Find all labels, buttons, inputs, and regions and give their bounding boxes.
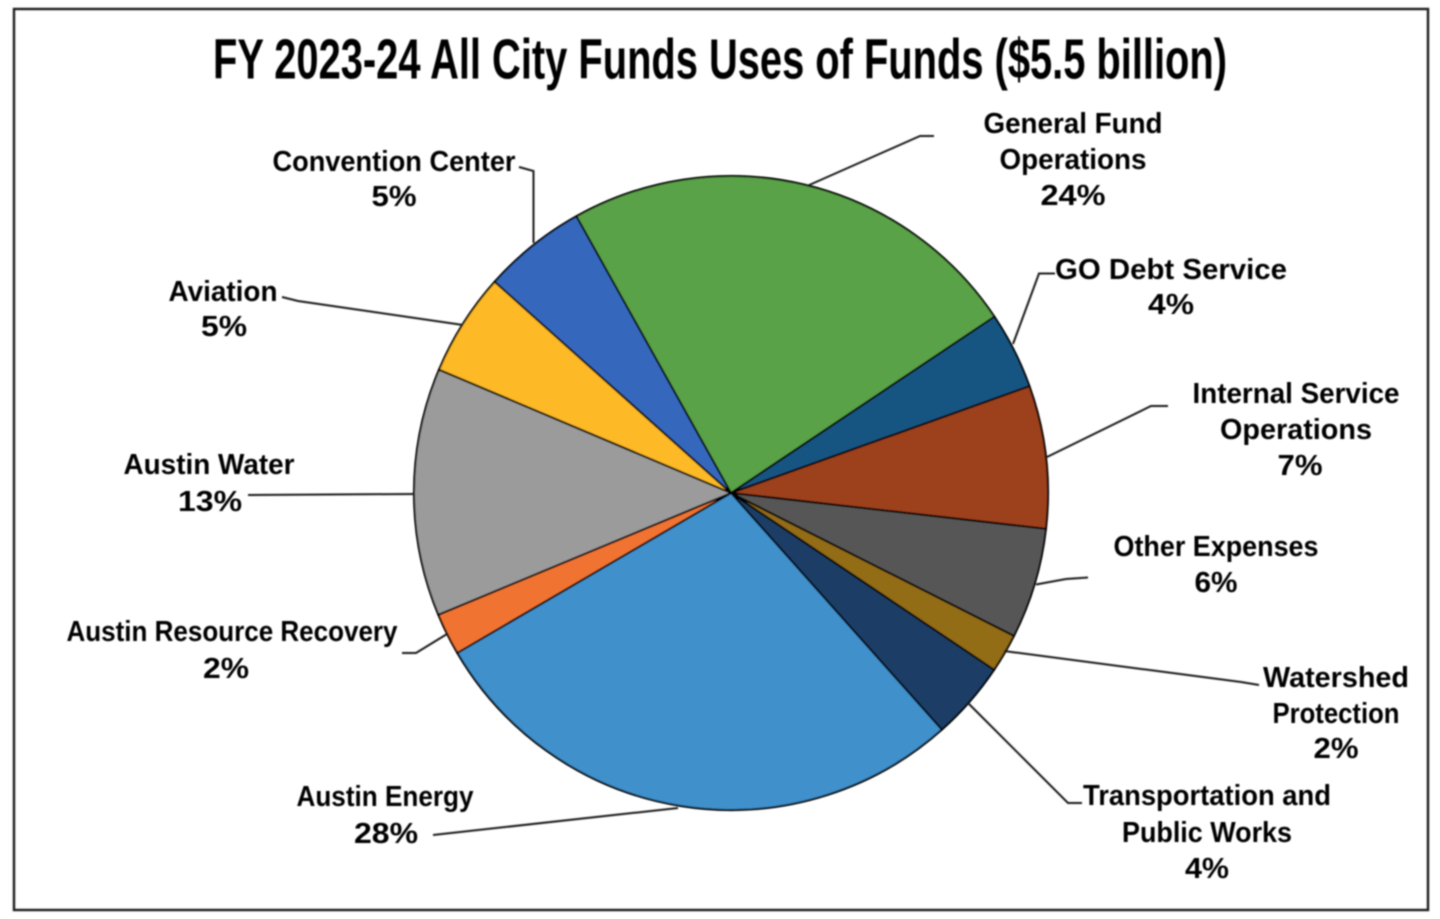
svg-text:Internal Service: Internal Service — [1193, 378, 1400, 410]
svg-text:Convention Center: Convention Center — [273, 146, 516, 178]
svg-text:6%: 6% — [1195, 567, 1238, 599]
svg-text:13%: 13% — [178, 486, 242, 518]
svg-text:Transportation and: Transportation and — [1083, 780, 1331, 812]
svg-text:Protection: Protection — [1273, 698, 1400, 730]
svg-text:4%: 4% — [1148, 289, 1194, 321]
svg-text:2%: 2% — [1314, 733, 1359, 765]
svg-text:5%: 5% — [201, 311, 247, 343]
svg-text:24%: 24% — [1041, 180, 1106, 212]
svg-text:Operations: Operations — [1000, 144, 1147, 176]
svg-text:Aviation: Aviation — [169, 276, 278, 308]
svg-text:Other Expenses: Other Expenses — [1114, 531, 1319, 563]
svg-text:7%: 7% — [1278, 450, 1323, 482]
svg-text:Austin Resource Recovery: Austin Resource Recovery — [67, 616, 398, 648]
svg-text:Austin Energy: Austin Energy — [297, 781, 474, 813]
svg-text:FY 2023-24 All City Funds Uses: FY 2023-24 All City Funds Uses of Funds … — [213, 28, 1227, 92]
svg-text:4%: 4% — [1185, 853, 1229, 885]
svg-text:GO Debt Service: GO Debt Service — [1055, 254, 1287, 286]
svg-text:Public Works: Public Works — [1122, 817, 1292, 849]
svg-text:Austin Water: Austin Water — [124, 449, 295, 481]
svg-text:Operations: Operations — [1220, 414, 1372, 446]
svg-text:Watershed: Watershed — [1263, 662, 1409, 694]
svg-text:28%: 28% — [354, 818, 418, 850]
svg-text:2%: 2% — [203, 653, 249, 685]
svg-text:5%: 5% — [372, 181, 417, 213]
svg-text:General Fund: General Fund — [984, 108, 1163, 140]
